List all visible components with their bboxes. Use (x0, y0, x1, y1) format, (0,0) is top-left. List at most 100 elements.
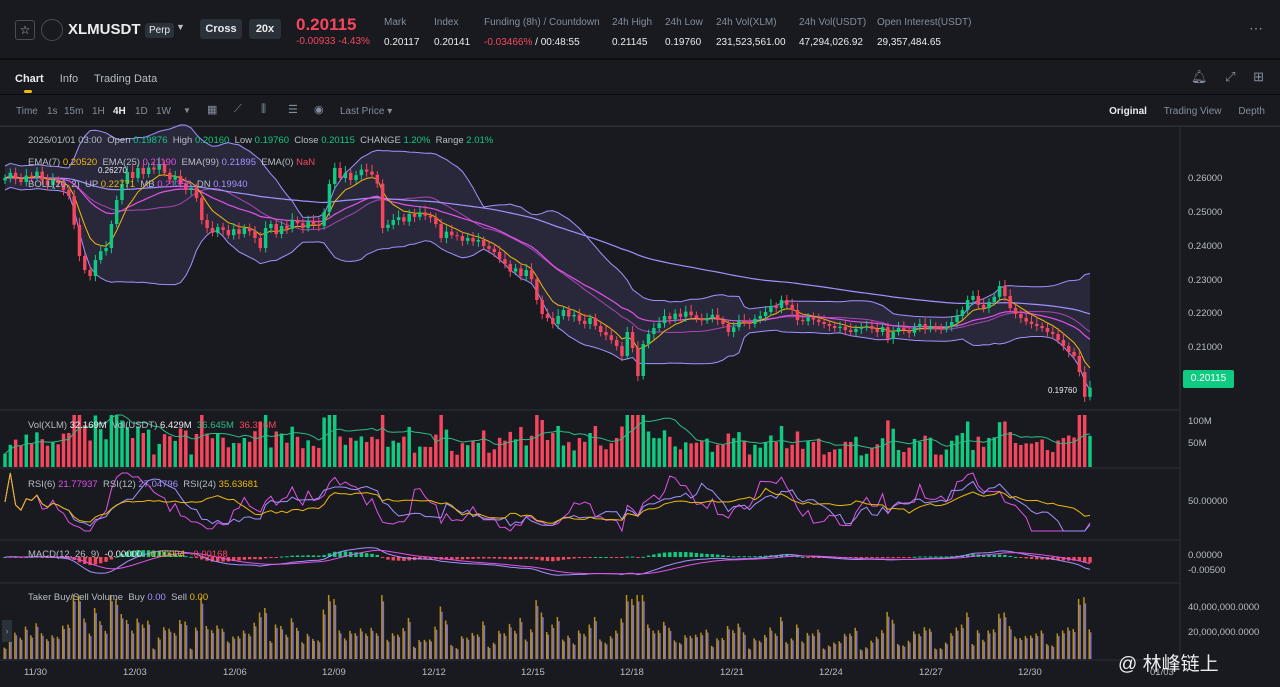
candle-body (391, 220, 395, 225)
candle-body (471, 238, 475, 242)
stat-open-interest[interactable]: Open Interest(USDT) 29,357,484.65 (877, 17, 972, 48)
taker-sell-bar (684, 635, 686, 659)
taker-buy-bar (542, 617, 544, 659)
taker-buy-bar (898, 645, 901, 659)
timeframe-1s[interactable]: 1s (47, 106, 58, 117)
taker-sell-bar (897, 644, 899, 659)
volume-bar (83, 425, 87, 467)
price-tick: 0.25000 (1188, 207, 1223, 218)
favorite-star-icon[interactable]: ☆ (15, 20, 35, 40)
timeframe-1d[interactable]: 1D (135, 106, 148, 117)
timeframe-1w[interactable]: 1W (156, 106, 171, 117)
candle-body (1072, 352, 1076, 356)
macd-hist-bar (593, 556, 598, 558)
candle-body (168, 172, 172, 180)
taker-sell-bar (397, 634, 399, 659)
candle-body (497, 252, 502, 260)
taker-sell-bar (280, 626, 282, 659)
candle-body (801, 320, 805, 322)
macd-hist-bar (588, 557, 592, 558)
taker-buy-bar (1079, 605, 1081, 659)
symbol-name[interactable]: XLMUSDT (68, 21, 141, 38)
stat-index[interactable]: Index 0.20141 (434, 17, 471, 48)
taker-buy-bar (1068, 630, 1071, 659)
stat-funding: Funding (8h) / Countdown -0.03466% / 00:4… (484, 17, 600, 48)
volume-legend: Vol(XLM) 32.169M Vol(USDT) 6.429M 36.645… (28, 420, 277, 431)
candle-body (519, 268, 523, 276)
collapse-arrow-icon[interactable]: › (2, 620, 12, 642)
taker-sell-bar (67, 624, 69, 659)
candle-body (274, 224, 278, 234)
taker-sell-bar (455, 648, 458, 659)
taker-buy-bar (749, 649, 752, 659)
taker-buy-bar (122, 618, 124, 659)
candle-body (641, 344, 645, 376)
view-depth[interactable]: Depth (1238, 106, 1265, 117)
tab-info[interactable]: Info (59, 73, 79, 85)
settings-sliders-icon[interactable]: ☰ (288, 104, 298, 116)
stat-24h-vol-usdt: 24h Vol(USDT) 47,294,026.92 (799, 17, 867, 48)
candle-body (221, 227, 225, 230)
candle-body (51, 180, 55, 186)
stat-mark: Mark 0.20117 (384, 17, 420, 48)
alert-bell-icon[interactable]: 🔔︎ (1190, 69, 1208, 84)
view-original[interactable]: Original (1109, 106, 1147, 117)
candle-body (407, 214, 411, 222)
macd-hist-bar (907, 557, 911, 558)
margin-mode-button[interactable]: Cross (200, 19, 242, 39)
volume-bar (497, 437, 502, 467)
candle-body (418, 212, 422, 217)
view-trading-view[interactable]: Trading View (1163, 106, 1222, 117)
volume-bar (769, 435, 773, 467)
volume-bar (333, 415, 337, 467)
reset-icon[interactable]: ◉ (314, 104, 324, 116)
fullscreen-icon[interactable]: ⤢ (1225, 69, 1236, 84)
price-type-select[interactable]: Last Price ▾ (340, 106, 393, 117)
more-options-icon[interactable]: ⋯ (1249, 20, 1264, 36)
candle-body (104, 248, 108, 252)
taker-sell-bar (30, 635, 32, 659)
taker-sell-bar (3, 647, 5, 659)
timeframe-15m[interactable]: 15m (64, 106, 84, 117)
taker-buy-bar (733, 633, 736, 659)
layout-grid-icon[interactable]: ⊞ (1253, 69, 1264, 84)
symbol-dropdown-icon[interactable]: ▼ (176, 22, 185, 32)
taker-sell-bar (163, 627, 165, 659)
taker-sell-bar (115, 599, 117, 659)
volume-bar (492, 449, 497, 467)
macd-hist-bar (854, 557, 858, 559)
taker-buy-bar (792, 640, 794, 659)
volume-bar (13, 439, 18, 467)
taker-buy-bar (302, 643, 305, 659)
taker-sell-bar (577, 630, 580, 659)
volume-bar (380, 415, 385, 467)
leverage-button[interactable]: 20x (249, 19, 281, 39)
taker-buy-bar (903, 646, 906, 659)
time-label[interactable]: Time (16, 106, 38, 117)
candle-body (189, 188, 193, 190)
taker-sell-bar (647, 624, 649, 659)
candle-body (540, 300, 544, 314)
taker-sell-bar (806, 632, 809, 659)
macd-hist-bar (992, 554, 996, 557)
taker-buy-bar (701, 635, 704, 659)
calendar-icon[interactable]: ▦ (207, 104, 218, 116)
volume-bar (939, 454, 943, 467)
timeframe-4h[interactable]: 4H (113, 106, 126, 117)
candle-body (572, 314, 576, 317)
taker-sell-bar (338, 630, 341, 659)
timeframe-1h[interactable]: 1H (92, 106, 105, 117)
candle-body (652, 328, 656, 334)
indicator-icon[interactable]: ⟋ (234, 103, 242, 115)
taker-sell-bar (141, 624, 144, 659)
taker-sell-bar (1067, 627, 1069, 659)
candle-type-icon[interactable]: ⫼ (261, 103, 267, 115)
volume-bar (56, 444, 60, 467)
timeframe-dropdown-icon[interactable]: ▼ (183, 106, 191, 115)
tab-chart[interactable]: Chart (15, 73, 44, 85)
candle-body (1035, 324, 1039, 326)
tab-trading-data[interactable]: Trading Data (94, 73, 158, 85)
taker-sell-bar (104, 630, 107, 659)
taker-buy-bar (329, 601, 331, 659)
